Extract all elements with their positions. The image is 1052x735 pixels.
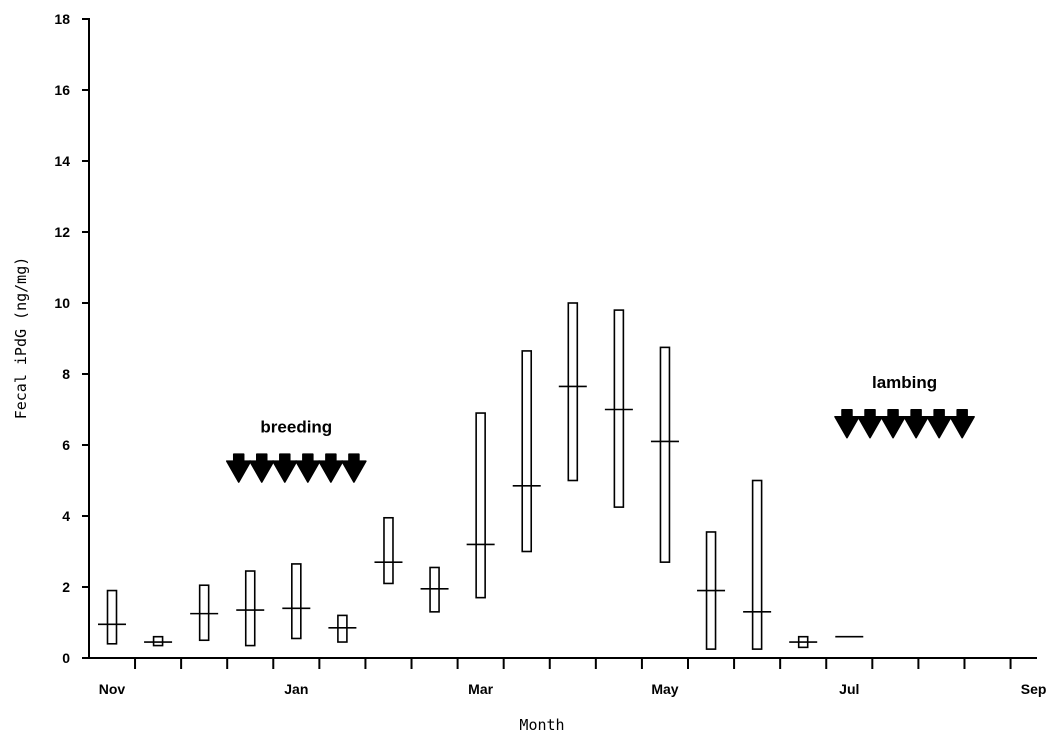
arrow-down-icon (834, 408, 860, 439)
box (751, 479, 763, 650)
annotations: breeding lambing (225, 373, 975, 483)
annotation-label: breeding (260, 418, 332, 437)
y-axis-title: Fecal iPdG (ng/mg) (12, 257, 30, 420)
arrow-down-icon (857, 408, 883, 439)
arrow-down-icon (949, 408, 975, 439)
y-tick-label: 6 (62, 437, 70, 453)
box (475, 412, 486, 599)
arrow-down-icon (926, 408, 952, 439)
x-axis-title: Month (519, 716, 564, 734)
box (244, 570, 256, 647)
y-tick-label: 14 (54, 153, 70, 169)
box (383, 516, 394, 585)
y-tick-label: 10 (54, 295, 70, 311)
arrow-down-icon (318, 453, 344, 483)
box (429, 566, 440, 613)
y-tick-label: 0 (62, 650, 70, 666)
x-tick-label: Sep (1021, 681, 1047, 697)
box (567, 302, 579, 482)
box (659, 346, 671, 563)
arrow-down-icon (249, 453, 275, 483)
box (337, 614, 348, 643)
arrow-down-icon (225, 453, 252, 483)
box (521, 350, 533, 553)
arrow-down-icon (903, 408, 929, 439)
x-tick-label: May (651, 681, 678, 697)
y-tick-label: 4 (62, 508, 70, 524)
arrow-down-icon (880, 408, 906, 439)
box (291, 563, 302, 640)
box-series (98, 302, 864, 650)
x-tick-label: Mar (468, 681, 493, 697)
y-tick-label: 12 (54, 224, 70, 240)
x-tick-label: Jan (284, 681, 308, 697)
y-ticks: 0 2 4 6 8 10 12 14 16 18 (54, 11, 89, 666)
box (152, 635, 164, 647)
arrow-down-icon (341, 453, 367, 483)
box (106, 589, 118, 645)
y-tick-label: 18 (54, 11, 70, 27)
x-tick-label: Nov (99, 681, 126, 697)
arrow-down-icon (272, 453, 298, 483)
arrow-down-icon (295, 453, 321, 483)
x-ticks: Nov Jan Mar May Jul Sep (99, 658, 1047, 697)
annotation-label: lambing (872, 373, 937, 392)
box (198, 584, 210, 642)
y-tick-label: 16 (54, 82, 70, 98)
y-tick-label: 8 (62, 366, 70, 382)
box (613, 309, 625, 508)
y-tick-label: 2 (62, 579, 70, 595)
x-tick-label: Jul (839, 681, 859, 697)
